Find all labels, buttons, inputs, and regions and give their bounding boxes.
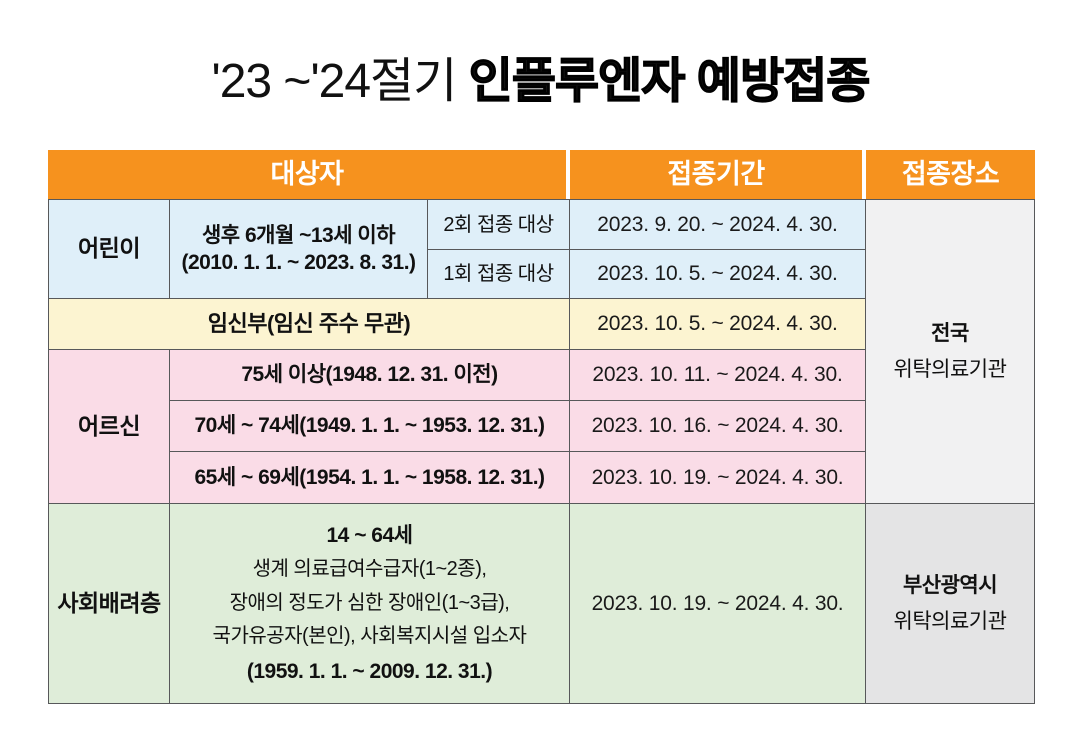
place-busan-cell: 부산광역시 위탁의료기관 <box>866 504 1035 704</box>
seniors-period-65-69: 2023. 10. 19. ~ 2024. 4. 30. <box>570 452 866 504</box>
seniors-row-75plus: 75세 이상(1948. 12. 31. 이전) <box>170 350 570 401</box>
place-national-cell: 전국 위탁의료기관 <box>866 199 1035 504</box>
social-line-disability: 장애의 정도가 심한 장애인(1~3급), <box>229 591 510 614</box>
pregnant-period: 2023. 10. 5. ~ 2024. 4. 30. <box>570 299 866 350</box>
children-age-line1: 생후 6개월 ~13세 이하 <box>201 223 396 247</box>
social-eligibility-details: 14 ~ 64세 생계 의료급여수급자(1~2종), 장애의 정도가 심한 장애… <box>170 504 570 704</box>
social-line-veterans: 국가유공자(본인), 사회복지시설 입소자 <box>212 625 527 648</box>
title-season: '23 ~'24절기 <box>211 55 469 108</box>
pregnant-label: 임신부(임신 주수 무관) <box>48 299 570 350</box>
page-title: '23 ~'24절기 인플루엔자 예방접종 <box>0 54 1081 109</box>
social-line-livelihood: 생계 의료급여수급자(1~2종), <box>252 558 487 581</box>
group-label-children: 어린이 <box>48 199 170 299</box>
children-dose1-period: 2023. 10. 5. ~ 2024. 4. 30. <box>570 250 866 299</box>
social-period: 2023. 10. 19. ~ 2024. 4. 30. <box>570 504 866 704</box>
place-national-institution: 위탁의료기관 <box>893 357 1007 381</box>
children-dose2-period: 2023. 9. 20. ~ 2024. 4. 30. <box>570 199 866 250</box>
place-busan-institution: 위탁의료기관 <box>893 609 1007 633</box>
seniors-period-70-74: 2023. 10. 16. ~ 2024. 4. 30. <box>570 401 866 452</box>
children-age-line2: (2010. 1. 1. ~ 2023. 8. 31.) <box>181 251 416 274</box>
column-header-period: 접종기간 <box>570 150 866 199</box>
title-main: 인플루엔자 예방접종 <box>468 54 871 108</box>
children-dose1-label: 1회 접종 대상 <box>428 250 570 299</box>
place-national-region: 전국 <box>931 322 969 346</box>
column-header-place: 접종장소 <box>866 150 1035 199</box>
social-age-range: 14 ~ 64세 <box>326 523 413 547</box>
column-header-target: 대상자 <box>48 150 570 199</box>
place-busan-region: 부산광역시 <box>902 574 998 598</box>
seniors-period-75plus: 2023. 10. 11. ~ 2024. 4. 30. <box>570 350 866 401</box>
group-label-social: 사회배려층 <box>48 504 170 704</box>
group-label-seniors: 어르신 <box>48 350 170 504</box>
seniors-row-65-69: 65세 ~ 69세(1954. 1. 1. ~ 1958. 12. 31.) <box>170 452 570 504</box>
vaccination-schedule-table: 대상자 접종기간 접종장소 어린이 생후 6개월 ~13세 이하 (2010. … <box>48 150 1035 704</box>
children-dose2-label: 2회 접종 대상 <box>428 199 570 250</box>
children-age-range: 생후 6개월 ~13세 이하 (2010. 1. 1. ~ 2023. 8. 3… <box>170 199 428 299</box>
social-birth-range: (1959. 1. 1. ~ 2009. 12. 31.) <box>246 659 493 683</box>
seniors-row-70-74: 70세 ~ 74세(1949. 1. 1. ~ 1953. 12. 31.) <box>170 401 570 452</box>
